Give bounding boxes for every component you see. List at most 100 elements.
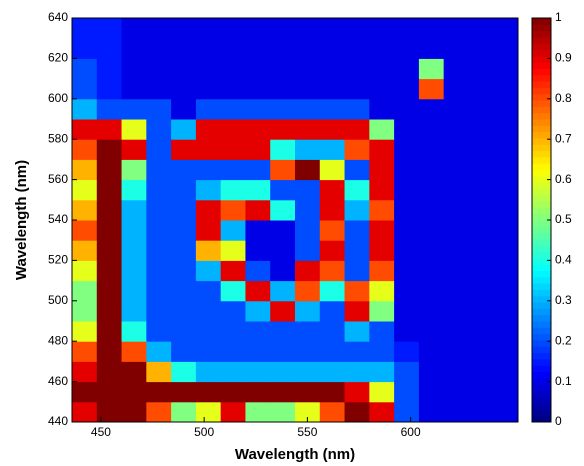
heatmap-cell: [468, 98, 494, 120]
heatmap-cell: [369, 240, 395, 261]
heatmap-cell: [468, 199, 494, 221]
heatmap-cell: [369, 199, 395, 221]
heatmap-cell: [72, 300, 98, 322]
colorbar-swatch: [532, 384, 551, 391]
heatmap-cell: [369, 220, 395, 241]
heatmap-cell: [418, 260, 445, 282]
heatmap-cell: [394, 58, 420, 80]
heatmap-cell: [171, 401, 197, 423]
heatmap-cell: [195, 260, 222, 282]
heatmap-cell: [493, 361, 519, 383]
heatmap-cell: [493, 280, 519, 302]
colorbar-swatch: [532, 371, 551, 379]
heatmap-cell: [171, 300, 197, 322]
heatmap-cell: [245, 321, 271, 342]
heatmap-cell: [245, 341, 271, 362]
heatmap-cell: [319, 18, 346, 39]
colorbar-swatch: [532, 156, 551, 164]
heatmap-cell: [72, 38, 98, 59]
x-tick-label: 550: [297, 425, 317, 439]
heatmap-cell: [344, 240, 370, 261]
heatmap-cell: [146, 280, 172, 302]
heatmap-cell: [195, 361, 222, 383]
heatmap-cell: [493, 139, 519, 160]
heatmap-cell: [493, 260, 519, 282]
heatmap-cell: [72, 119, 98, 140]
heatmap-cell: [394, 38, 420, 59]
colorbar-swatch: [532, 93, 551, 101]
heatmap-cell: [146, 98, 172, 120]
heatmap-cell: [146, 199, 172, 221]
y-tick-label: 600: [48, 91, 68, 105]
heatmap-cell: [394, 220, 420, 241]
heatmap-cell: [493, 321, 519, 342]
y-tick-label: 620: [48, 51, 68, 65]
colorbar-swatch: [532, 339, 551, 347]
heatmap-cell: [220, 381, 246, 403]
heatmap-cell: [344, 381, 370, 403]
heatmap-cell: [171, 119, 197, 140]
heatmap-cell: [245, 139, 271, 160]
colorbar-swatch: [532, 106, 551, 114]
y-axis-title: Wavelength (nm): [13, 160, 30, 280]
heatmap-cell: [493, 38, 519, 59]
colorbar-swatch: [532, 213, 551, 221]
heatmap-cell: [245, 280, 271, 302]
heatmap-cell: [121, 58, 147, 80]
heatmap-cell: [369, 38, 395, 59]
heatmap-cell: [96, 98, 123, 120]
heatmap-cell: [344, 220, 370, 241]
heatmap-cell: [72, 78, 98, 100]
heatmap-cell: [146, 159, 172, 181]
colorbar-swatch: [532, 238, 551, 246]
heatmap-cell: [468, 220, 494, 241]
heatmap-cell: [245, 119, 271, 140]
heatmap-cell: [171, 240, 197, 261]
x-tick-label: 450: [91, 425, 111, 439]
heatmap-cell: [295, 361, 321, 383]
heatmap-cell: [295, 159, 321, 181]
heatmap-cell: [220, 139, 246, 160]
heatmap-cell: [369, 321, 395, 342]
heatmap-cell: [443, 18, 469, 39]
heatmap-cell: [319, 58, 346, 80]
heatmap-cell: [468, 381, 494, 403]
colorbar-swatch: [532, 100, 551, 107]
heatmap-cell: [394, 381, 420, 403]
heatmap-cell: [344, 341, 370, 362]
colorbar-swatch: [532, 302, 551, 309]
colorbar-swatch: [532, 55, 551, 63]
heatmap-cell: [96, 321, 123, 342]
heatmap-cell: [369, 18, 395, 39]
heatmap-cell: [319, 139, 346, 160]
colorbar-swatch: [532, 270, 551, 278]
colorbar-swatch: [532, 283, 551, 290]
heatmap-cell: [443, 220, 469, 241]
colorbar-swatch: [532, 264, 551, 271]
heatmap-cell: [418, 240, 445, 261]
colorbar-swatch: [532, 36, 551, 44]
heatmap-cell: [443, 58, 469, 80]
heatmap-cell: [295, 321, 321, 342]
heatmap-cell: [96, 18, 123, 39]
heatmap-cell: [220, 401, 246, 423]
colorbar-swatch: [532, 201, 551, 208]
y-tick-label: 640: [48, 10, 68, 24]
heatmap-cell: [418, 321, 445, 342]
heatmap-cell: [245, 260, 271, 282]
heatmap-cell: [493, 159, 519, 181]
colorbar-swatch: [532, 43, 551, 51]
heatmap-cell: [394, 18, 420, 39]
heatmap-cell: [369, 98, 395, 120]
colorbar-swatch: [532, 327, 551, 335]
heatmap-cell: [443, 199, 469, 221]
y-tick-label: 440: [48, 414, 68, 428]
heatmap-cell: [443, 78, 469, 100]
colorbar-swatch: [532, 358, 551, 366]
x-tick-label: 600: [401, 425, 421, 439]
heatmap-cell: [418, 58, 445, 80]
colorbar-swatch: [532, 62, 551, 69]
colorbar-swatch: [532, 49, 551, 57]
heatmap-cell: [418, 341, 445, 362]
